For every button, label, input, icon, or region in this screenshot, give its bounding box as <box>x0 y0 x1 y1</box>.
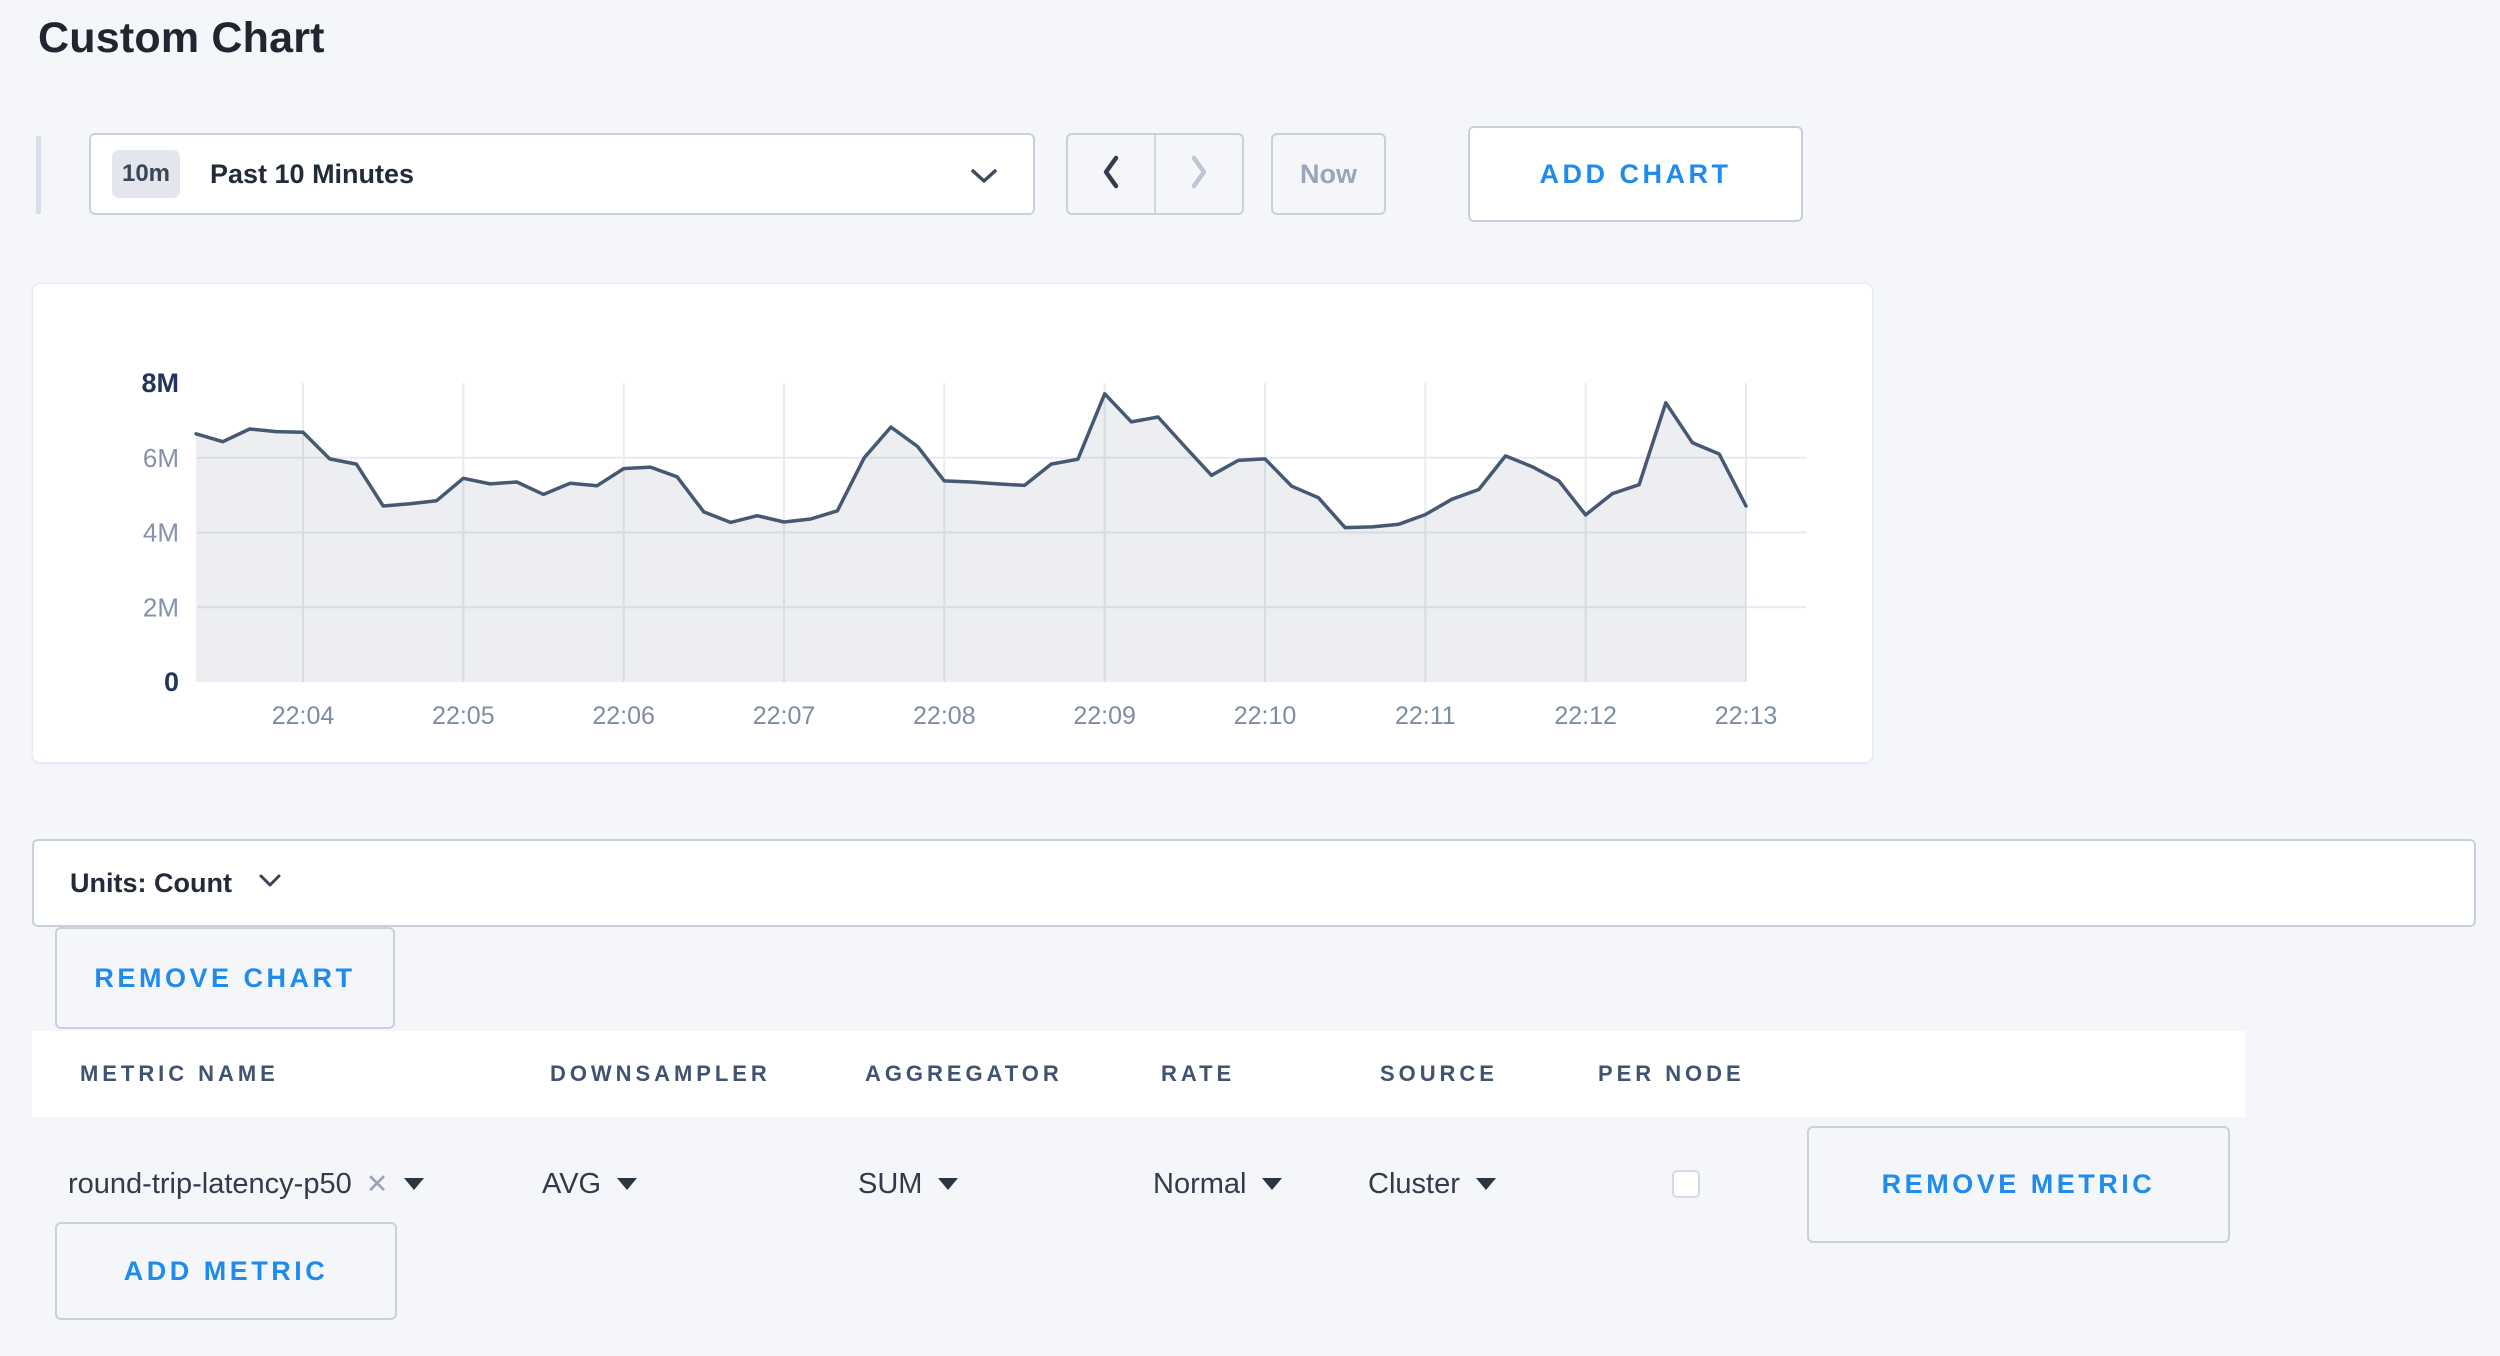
svg-text:22:06: 22:06 <box>592 702 655 730</box>
source-dropdown[interactable]: Cluster <box>1368 1158 1496 1210</box>
toolbar-accent-bar <box>36 136 41 214</box>
add-metric-button[interactable]: ADD METRIC <box>55 1222 397 1320</box>
remove-chart-button[interactable]: REMOVE CHART <box>55 927 395 1029</box>
metric-table-header: METRIC NAME DOWNSAMPLER AGGREGATOR RATE … <box>32 1031 2245 1117</box>
column-header-downsampler: DOWNSAMPLER <box>550 1061 771 1086</box>
svg-text:22:12: 22:12 <box>1554 702 1617 730</box>
next-time-button[interactable] <box>1156 135 1242 213</box>
rate-dropdown[interactable]: Normal <box>1153 1158 1283 1210</box>
svg-text:22:07: 22:07 <box>753 702 816 730</box>
svg-text:22:09: 22:09 <box>1073 702 1136 730</box>
remove-tag-icon[interactable]: ✕ <box>365 1168 389 1199</box>
chevron-down-icon <box>969 167 999 190</box>
chevron-right-icon <box>1187 153 1211 196</box>
svg-text:22:11: 22:11 <box>1395 702 1456 730</box>
svg-text:4M: 4M <box>143 518 179 548</box>
aggregator-value: SUM <box>858 1167 923 1200</box>
svg-text:22:08: 22:08 <box>913 702 976 730</box>
source-value: Cluster <box>1368 1167 1460 1200</box>
add-chart-button[interactable]: ADD CHART <box>1468 126 1803 222</box>
metric-name-value: round-trip-latency-p50 <box>68 1167 352 1200</box>
per-node-checkbox[interactable] <box>1672 1170 1700 1198</box>
downsampler-value: AVG <box>542 1167 602 1200</box>
rate-value: Normal <box>1153 1167 1247 1200</box>
time-range-dropdown[interactable]: 10m Past 10 Minutes <box>89 133 1035 215</box>
chevron-down-icon <box>258 873 282 893</box>
now-button[interactable]: Now <box>1271 133 1386 215</box>
caret-down-icon <box>404 1178 425 1190</box>
page-title: Custom Chart <box>38 14 325 62</box>
remove-metric-button[interactable]: REMOVE METRIC <box>1807 1126 2230 1243</box>
caret-down-icon <box>617 1178 638 1190</box>
svg-text:0: 0 <box>164 667 179 697</box>
svg-text:22:04: 22:04 <box>272 702 335 730</box>
caret-down-icon <box>1475 1178 1496 1190</box>
metric-name-dropdown[interactable]: round-trip-latency-p50 ✕ <box>68 1158 425 1210</box>
units-label: Units: Count <box>70 867 232 898</box>
svg-text:22:05: 22:05 <box>432 702 495 730</box>
column-header-rate: RATE <box>1161 1061 1236 1086</box>
time-step-group <box>1066 133 1244 215</box>
time-range-label: Past 10 Minutes <box>210 158 415 189</box>
caret-down-icon <box>1262 1178 1283 1190</box>
prev-time-button[interactable] <box>1068 135 1156 213</box>
column-header-metric-name: METRIC NAME <box>80 1061 279 1086</box>
svg-text:6M: 6M <box>143 443 179 473</box>
svg-text:2M: 2M <box>143 592 179 622</box>
units-dropdown[interactable]: Units: Count <box>32 839 2476 927</box>
svg-text:22:10: 22:10 <box>1234 702 1297 730</box>
aggregator-dropdown[interactable]: SUM <box>858 1158 959 1210</box>
time-scale-badge: 10m <box>112 150 180 198</box>
caret-down-icon <box>938 1178 959 1190</box>
custom-chart-svg: 0 2M 4M 6M 8M 22:04 22:05 22:06 22:07 22:08 22:09 2… <box>141 368 1806 730</box>
svg-text:22:13: 22:13 <box>1715 702 1778 730</box>
downsampler-dropdown[interactable]: AVG <box>542 1158 638 1210</box>
svg-text:8M: 8M <box>141 368 179 398</box>
column-header-per-node: PER NODE <box>1598 1061 1745 1086</box>
column-header-aggregator: AGGREGATOR <box>865 1061 1063 1086</box>
chart-card: 0 2M 4M 6M 8M 22:04 22:05 22:06 22:07 22:08 22:09 2… <box>32 283 1873 763</box>
column-header-source: SOURCE <box>1380 1061 1498 1086</box>
chevron-left-icon <box>1099 153 1123 196</box>
